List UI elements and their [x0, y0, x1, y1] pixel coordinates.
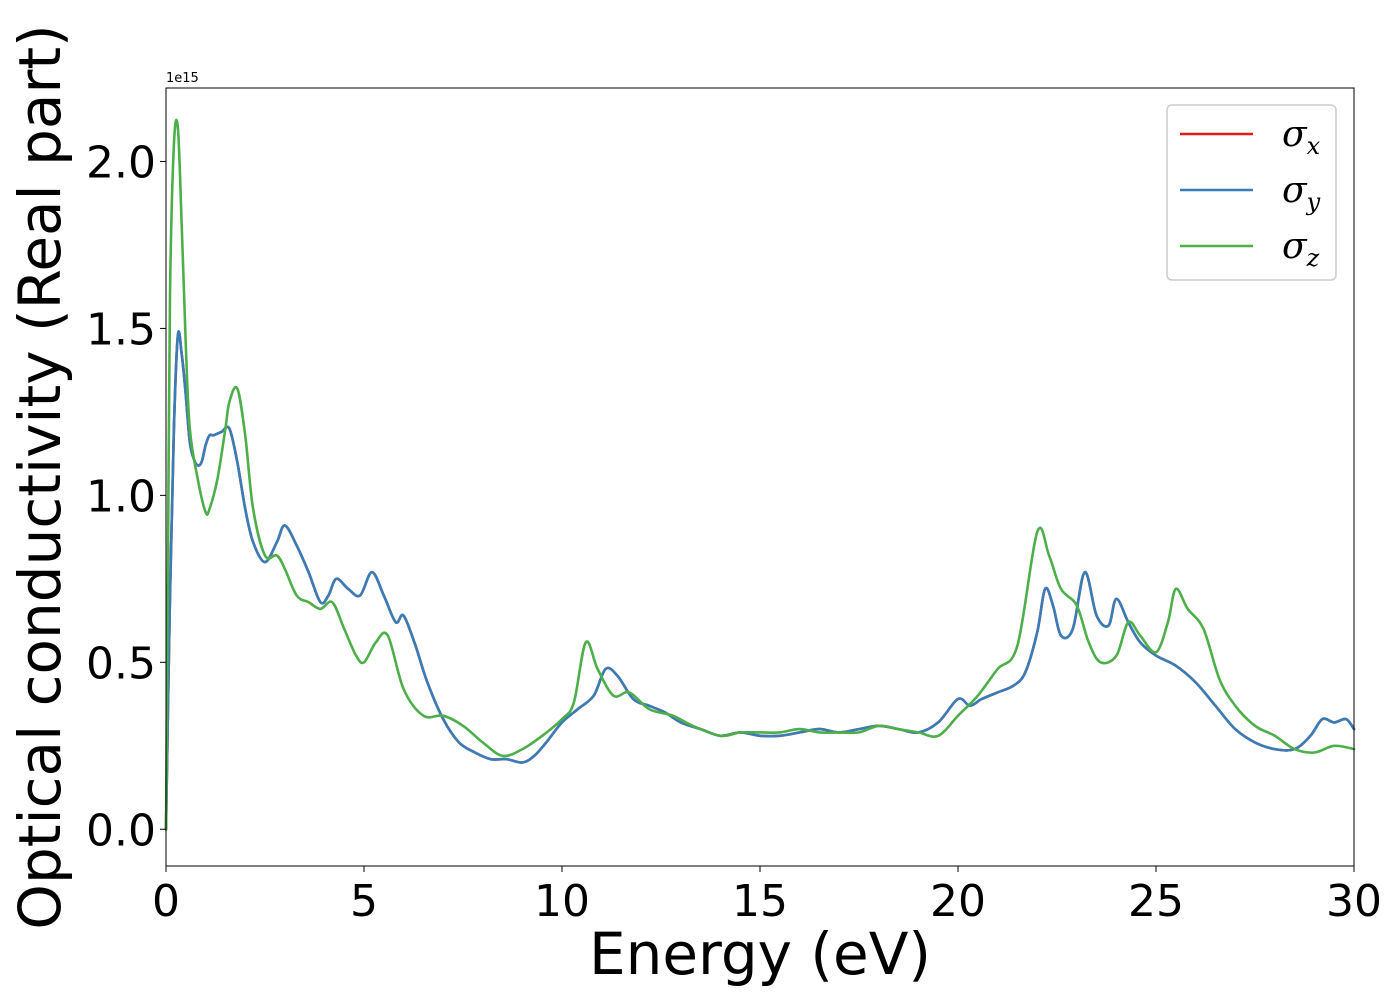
x-axis-label: Energy (eV) — [589, 920, 931, 988]
x-axis-ticks: 0 5 10 15 20 25 30 — [152, 866, 1382, 927]
x-tick-label: 10 — [534, 876, 590, 927]
y-tick-label: 1.0 — [86, 471, 156, 522]
legend-label-y: σy — [1282, 170, 1321, 216]
x-tick-label: 5 — [350, 876, 378, 927]
y-axis-label: Optical conductivity (Real part) — [6, 24, 74, 929]
y-tick-label: 0.0 — [86, 805, 156, 856]
y-axis-ticks: 0.0 0.5 1.0 1.5 2.0 — [86, 137, 166, 856]
x-tick-label: 25 — [1128, 876, 1184, 927]
y-offset-label: 1e15 — [166, 71, 199, 86]
series-line-z — [164, 118, 1356, 831]
x-tick-label: 15 — [732, 876, 788, 927]
x-tick-label: 0 — [152, 876, 180, 927]
series-line-y — [164, 330, 1356, 831]
legend-frame — [1166, 104, 1337, 281]
x-tick-label: 30 — [1326, 876, 1382, 927]
legend-label-x: σx — [1282, 114, 1321, 160]
series-layer — [164, 118, 1356, 831]
y-tick-label: 0.5 — [86, 638, 156, 689]
y-tick-label: 2.0 — [86, 137, 156, 188]
x-tick-label: 20 — [930, 876, 986, 927]
y-tick-label: 1.5 — [86, 304, 156, 355]
legend-label-z: σz — [1282, 226, 1320, 272]
legend: σx σy σz — [1166, 104, 1337, 281]
